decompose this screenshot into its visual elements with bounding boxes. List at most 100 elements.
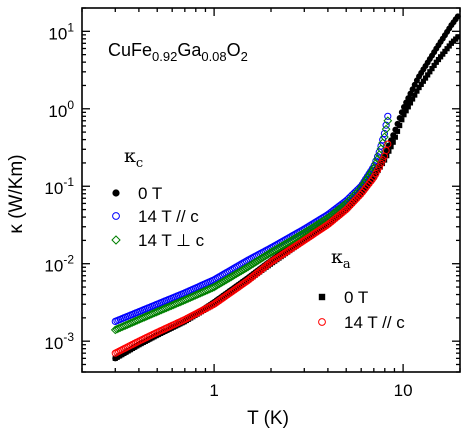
legend-marker	[112, 212, 120, 220]
data-point	[388, 144, 394, 150]
data-point	[431, 62, 437, 69]
data-point	[379, 132, 389, 142]
data-point	[375, 163, 383, 171]
legend-entry-a-3: 0 T	[318, 288, 368, 307]
y-tick-label: 10-3	[44, 330, 74, 353]
legend-label: 14 T ⊥ c	[138, 231, 205, 250]
y-axis-label: κ (W/Km)	[6, 154, 27, 233]
legend-group-c-label: κc	[124, 145, 143, 171]
data-point	[358, 188, 366, 196]
title-part-6: 2	[241, 49, 248, 64]
data-point	[418, 81, 424, 87]
y-tick-label: 101	[48, 20, 74, 43]
data-point	[435, 56, 442, 63]
data-point	[380, 129, 389, 138]
data-point	[410, 96, 416, 102]
data-point	[442, 48, 448, 55]
data-point	[360, 186, 368, 194]
legend-marker	[318, 318, 326, 326]
data-marks	[110, 13, 461, 362]
series-c-2	[110, 116, 393, 335]
y-tick-label: 10-1	[44, 175, 74, 198]
data-point	[371, 174, 377, 181]
data-point	[365, 179, 373, 188]
legend-label: 0 T	[138, 184, 162, 203]
data-point	[403, 108, 409, 114]
data-point	[376, 144, 386, 154]
data-point	[425, 72, 431, 78]
data-point	[382, 146, 390, 155]
axes: 1 10 10-3 10-2 10-1 100 101	[44, 7, 461, 400]
data-point	[414, 88, 420, 94]
data-point	[429, 65, 435, 72]
data-point	[412, 92, 418, 98]
series-a-4	[111, 140, 392, 357]
x-tick-label: 10	[394, 381, 413, 400]
legend-group-a-symbol: κ	[331, 246, 343, 268]
title-part-4: 0.08	[201, 49, 226, 64]
data-point	[407, 100, 414, 106]
data-point	[438, 54, 444, 60]
data-point	[375, 167, 381, 174]
data-point	[374, 150, 384, 160]
legend: 0 T 14 T // c 14 T ⊥ c 0 T 14 T // c	[111, 184, 405, 332]
data-point	[381, 157, 388, 163]
legend-label: 14 T // c	[138, 207, 199, 226]
data-point	[440, 51, 446, 57]
title-part-1: CuFe	[108, 40, 152, 60]
data-point	[383, 116, 393, 126]
legend-marker	[112, 189, 120, 197]
data-point	[397, 122, 403, 129]
legend-group-c-symbol: κ	[124, 145, 136, 167]
chart-title: CuFe0.92Ga0.08O2	[108, 40, 248, 64]
data-point	[360, 188, 366, 194]
x-axis-label: T (K)	[247, 408, 289, 429]
legend-group-a-subscript: a	[343, 257, 351, 272]
data-point	[377, 142, 385, 150]
legend-entry-c-0: 0 T	[112, 184, 162, 203]
data-point	[379, 156, 387, 164]
data-point	[369, 177, 375, 183]
data-point	[390, 139, 396, 145]
legend-group-a-label: κa	[331, 246, 351, 272]
data-point	[427, 69, 433, 75]
data-point	[399, 117, 405, 123]
data-point	[379, 160, 386, 167]
legend-marker	[318, 293, 326, 301]
legend-marker	[111, 235, 121, 245]
legend-entry-c-1: 14 T // c	[112, 207, 199, 226]
data-point	[455, 34, 461, 40]
data-point	[401, 112, 407, 118]
data-point	[394, 128, 401, 134]
data-point	[420, 78, 426, 84]
data-point	[384, 112, 392, 120]
data-point	[363, 182, 371, 190]
data-point	[381, 124, 391, 134]
y-tick-label: 10-2	[44, 253, 74, 276]
title-part-2: 0.92	[152, 49, 177, 64]
legend-entry-a-4: 14 T // c	[318, 313, 405, 332]
data-point	[367, 177, 375, 185]
data-point	[405, 104, 411, 110]
data-point	[362, 184, 370, 192]
legend-group-c-subscript: c	[136, 156, 143, 171]
data-point	[446, 43, 452, 49]
legend-label: 14 T // c	[344, 313, 405, 332]
data-point	[433, 59, 439, 65]
legend-label: 0 T	[344, 288, 368, 307]
x-tick-label: 1	[209, 381, 218, 400]
data-point	[384, 140, 392, 148]
data-point	[377, 164, 383, 170]
data-point	[416, 84, 422, 91]
title-part-3: Ga	[177, 40, 202, 60]
title-part-5: O	[227, 40, 241, 60]
legend-entry-c-2: 14 T ⊥ c	[111, 231, 205, 250]
data-point	[392, 134, 398, 140]
data-point	[422, 75, 429, 81]
y-tick-label: 100	[48, 98, 74, 121]
data-point	[377, 159, 385, 167]
data-point	[384, 153, 390, 159]
data-point	[444, 46, 450, 52]
